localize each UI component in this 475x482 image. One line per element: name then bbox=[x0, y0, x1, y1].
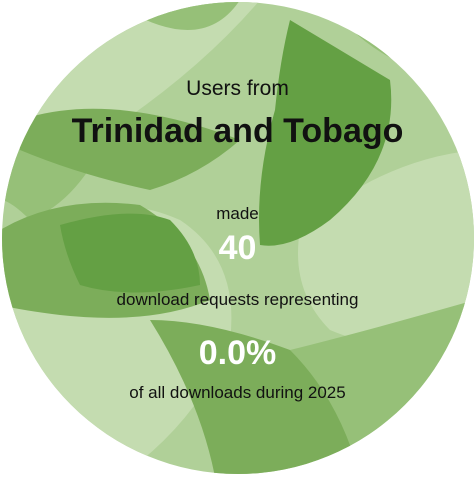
petal-bottom-dark bbox=[150, 320, 360, 474]
petal-upper-dark bbox=[20, 108, 240, 190]
period-label: of all downloads during 2025 bbox=[129, 383, 346, 402]
requests-label: download requests representing bbox=[116, 290, 359, 309]
petal-left-darkest bbox=[60, 213, 200, 293]
petal-upper-right-darkest bbox=[259, 20, 392, 246]
percentage-value: 0.0% bbox=[198, 334, 277, 372]
request-count: 40 bbox=[218, 229, 257, 267]
pre-title: Users from bbox=[186, 77, 289, 100]
made-label: made bbox=[216, 204, 259, 223]
country-name: Trinidad and Tobago bbox=[71, 112, 404, 150]
